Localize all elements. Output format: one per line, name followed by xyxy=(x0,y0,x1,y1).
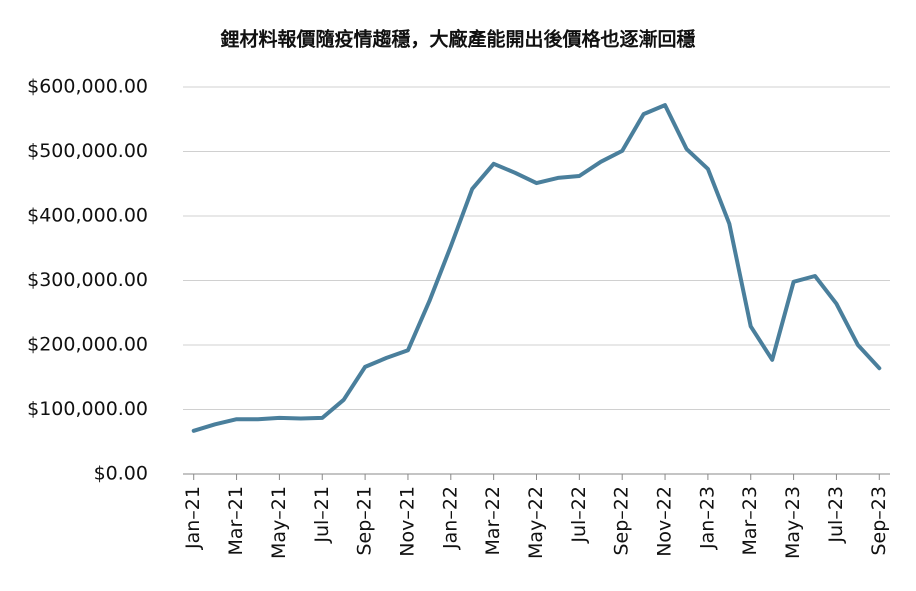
y-tick-label: $0.00 xyxy=(94,463,148,485)
x-tick-label: Nov–22 xyxy=(654,486,676,557)
y-tick-label: $300,000.00 xyxy=(27,269,148,291)
y-tick-label: $200,000.00 xyxy=(27,334,148,356)
chart-title: 鋰材料報價隨疫情趨穩，大廠產能開出後價格也逐漸回穩 xyxy=(220,28,695,51)
x-tick-label: Jan–21 xyxy=(182,486,204,550)
line-series xyxy=(191,103,882,433)
x-tick-label: Jul–21 xyxy=(311,486,333,544)
y-tick-label: $500,000.00 xyxy=(27,140,148,162)
x-tick-label: Nov–21 xyxy=(396,486,418,557)
x-tick-label: May–21 xyxy=(268,486,290,559)
x-tick-label: Sep–23 xyxy=(868,486,890,556)
x-tick-label: Jan–23 xyxy=(696,486,718,550)
x-tick-label: May–22 xyxy=(525,486,547,559)
x-tick-label: Sep–22 xyxy=(611,486,633,556)
y-tick-label: $600,000.00 xyxy=(27,76,148,98)
y-tick-label: $400,000.00 xyxy=(27,205,148,227)
x-tick-label: Mar–23 xyxy=(739,486,761,556)
x-tick-label: Mar–22 xyxy=(482,486,504,556)
y-tick-label: $100,000.00 xyxy=(27,398,148,420)
x-tick-label: May–23 xyxy=(782,486,804,559)
x-tick-label: Jul–22 xyxy=(568,486,590,544)
x-tick-label: Sep–21 xyxy=(354,486,376,556)
x-tick-label: Jul–23 xyxy=(825,486,847,544)
x-tick-label: Mar–21 xyxy=(225,486,247,556)
x-tick-label: Jan–22 xyxy=(439,486,461,550)
